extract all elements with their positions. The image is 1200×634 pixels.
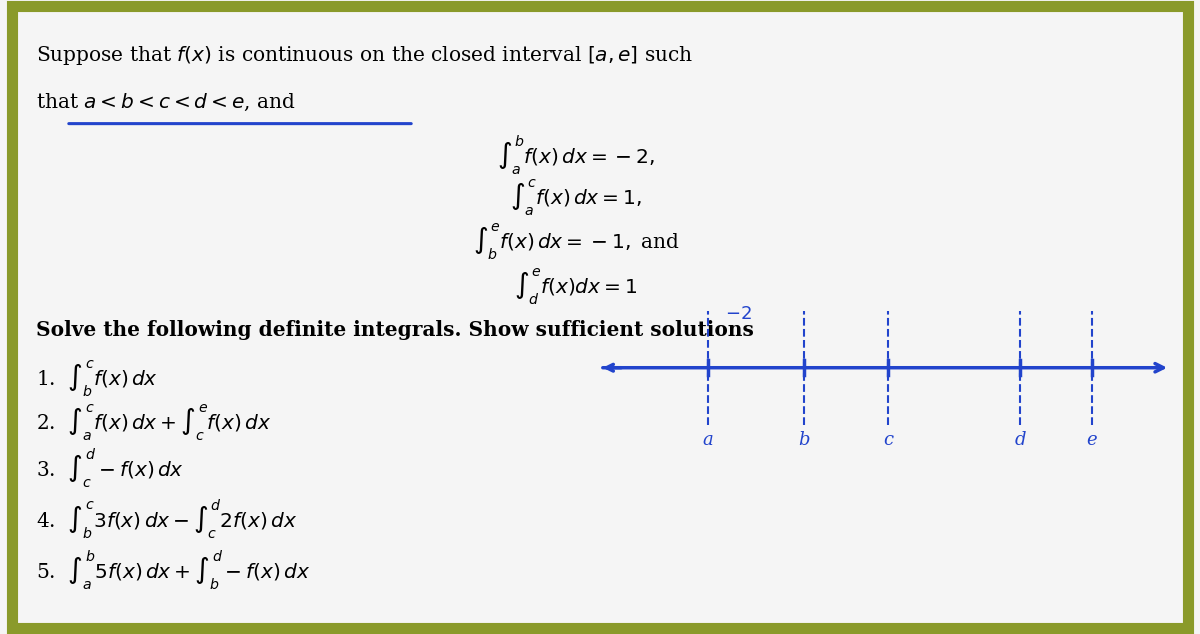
Text: c: c — [883, 431, 893, 449]
Text: 5.  $\int_a^b 5f(x)\, dx + \int_b^d -f(x)\, dx$: 5. $\int_a^b 5f(x)\, dx + \int_b^d -f(x)… — [36, 548, 311, 592]
Text: $\int_b^e f(x)\, dx = -1,$ and: $\int_b^e f(x)\, dx = -1,$ and — [473, 222, 679, 262]
Text: e: e — [1087, 431, 1097, 449]
Text: $\int_a^b f(x)\, dx = -2,$: $\int_a^b f(x)\, dx = -2,$ — [497, 133, 655, 177]
Text: 1.  $\int_b^c f(x)\, dx$: 1. $\int_b^c f(x)\, dx$ — [36, 358, 158, 399]
FancyBboxPatch shape — [12, 6, 1188, 628]
Text: b: b — [798, 431, 810, 449]
Text: 2.  $\int_a^c f(x)\, dx + \int_c^e f(x)\, dx$: 2. $\int_a^c f(x)\, dx + \int_c^e f(x)\,… — [36, 403, 271, 443]
Text: Solve the following definite integrals. Show sufficient solutions: Solve the following definite integrals. … — [36, 320, 754, 340]
Text: d: d — [1014, 431, 1026, 449]
Text: that $a<b<c<d<e$, and: that $a<b<c<d<e$, and — [36, 92, 295, 113]
Text: 4.  $\int_b^c 3f(x)\, dx - \int_c^d 2f(x)\, dx$: 4. $\int_b^c 3f(x)\, dx - \int_c^d 2f(x)… — [36, 498, 298, 541]
Text: 3.  $\int_c^d -f(x)\, dx$: 3. $\int_c^d -f(x)\, dx$ — [36, 447, 184, 491]
Text: $\int_a^c f(x)\, dx = 1,$: $\int_a^c f(x)\, dx = 1,$ — [510, 178, 642, 218]
Text: $-2$: $-2$ — [725, 306, 751, 323]
Text: Suppose that $f(x)$ is continuous on the closed interval $[a, e]$ such: Suppose that $f(x)$ is continuous on the… — [36, 44, 694, 67]
Text: $\int_d^e f(x)dx = 1$: $\int_d^e f(x)dx = 1$ — [515, 266, 637, 307]
Text: a: a — [703, 431, 713, 449]
